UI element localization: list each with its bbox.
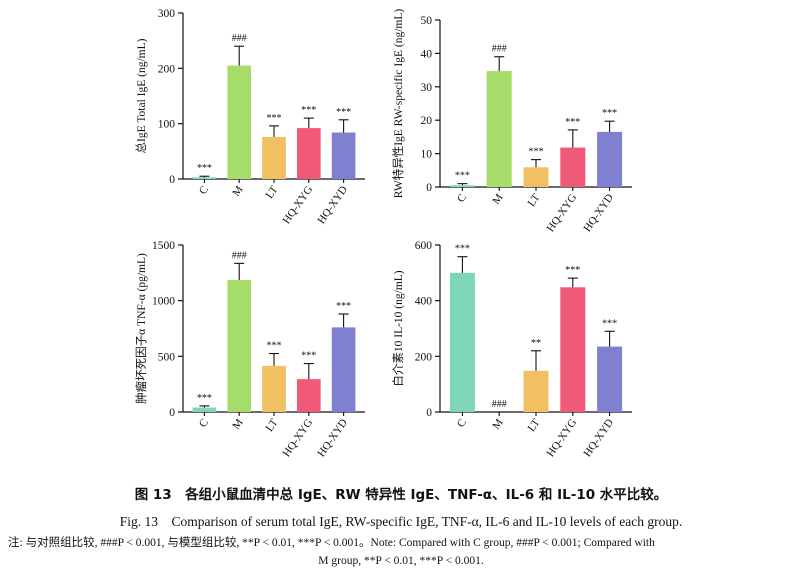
significance-label: ### xyxy=(492,399,507,410)
x-category-label: HQ-XYG xyxy=(281,184,316,226)
significance-label: ### xyxy=(232,33,247,44)
chart-panel-2: 0 10 20 30 40 50 RW特异性IgE RW-specific IgE (ng/… xyxy=(391,9,632,234)
significance-label: ### xyxy=(232,250,247,261)
y-tick-label: 10 xyxy=(421,149,433,161)
significance-label: ** xyxy=(531,338,541,349)
y-tick-label: 300 xyxy=(158,8,176,20)
bar-HQ-XYG xyxy=(560,147,586,187)
y-tick-label: 0 xyxy=(426,182,432,194)
x-category-label: C xyxy=(455,192,469,205)
chart-panel-4: 0 200 400 600 白介素10 IL-10 (ng/mL) *** C ### M ** L… xyxy=(391,240,632,459)
y-axis-title: RW特异性IgE RW-specific IgE (ng/mL) xyxy=(391,9,405,199)
y-axis-title: 白介素10 IL-10 (ng/mL) xyxy=(391,270,405,386)
y-tick-label: 40 xyxy=(421,48,433,60)
significance-label: *** xyxy=(529,147,544,158)
y-tick-label: 0 xyxy=(169,174,175,186)
bar-HQ-XYG xyxy=(560,287,586,412)
x-category-label: HQ-XYG xyxy=(281,417,316,459)
y-tick-label: 1000 xyxy=(152,296,175,308)
figure-caption-english: Fig. 13 Comparison of serum total IgE, R… xyxy=(119,514,683,529)
bar-HQ-XYD xyxy=(597,131,623,187)
y-tick-label: 500 xyxy=(158,351,176,363)
figure-note-line-1: 注: 与对照组比较, ###P < 0.001, 与模型组比较, **P < 0… xyxy=(8,537,655,549)
bar-M xyxy=(227,65,252,179)
y-tick-label: 600 xyxy=(415,240,433,252)
y-tick-label: 0 xyxy=(169,407,175,419)
x-category-label: LT xyxy=(525,192,542,209)
x-category-label: M xyxy=(490,192,506,207)
x-category-label: M xyxy=(230,184,246,199)
bar-C xyxy=(192,407,217,412)
chart-panel-1: 0 100 200 300 总IgE Total IgE (ng/mL) *** C ### M… xyxy=(134,8,365,226)
bar-HQ-XYD xyxy=(331,132,356,179)
y-tick-label: 200 xyxy=(158,63,176,75)
bar-C xyxy=(449,185,475,187)
y-tick-label: 20 xyxy=(421,115,433,127)
x-category-label: LT xyxy=(263,184,280,201)
significance-label: *** xyxy=(336,301,351,312)
x-category-label: M xyxy=(230,417,246,432)
bar-C xyxy=(449,272,475,412)
x-category-label: HQ-XYD xyxy=(581,417,616,459)
bar-HQ-XYG xyxy=(296,128,321,179)
x-category-label: HQ-XYG xyxy=(545,417,580,459)
significance-label: *** xyxy=(565,265,580,276)
significance-label: *** xyxy=(267,341,282,352)
x-category-label: HQ-XYD xyxy=(315,184,350,226)
bar-HQ-XYD xyxy=(597,346,623,412)
significance-label: ### xyxy=(492,44,507,55)
chart-panel-3: 0 500 1000 1500 肿瘤坏死因子α TNF-α (pg/mL) *** C ###… xyxy=(134,240,365,459)
x-category-label: M xyxy=(490,417,506,432)
bar-LT xyxy=(523,167,549,187)
x-category-label: C xyxy=(197,184,211,197)
significance-label: *** xyxy=(565,117,580,128)
bar-LT xyxy=(523,370,549,412)
y-axis-title: 肿瘤坏死因子α TNF-α (pg/mL) xyxy=(134,253,148,404)
x-category-label: C xyxy=(197,417,211,430)
bar-LT xyxy=(262,365,286,412)
y-tick-label: 100 xyxy=(158,119,176,131)
significance-label: *** xyxy=(197,163,212,174)
significance-label: *** xyxy=(602,318,617,329)
y-axis-title: 总IgE Total IgE (ng/mL) xyxy=(134,38,148,153)
figure-caption-chinese: 图 13 各组小鼠血清中总 IgE、RW 特异性 IgE、TNF-α、IL-6 … xyxy=(134,487,668,503)
significance-label: *** xyxy=(455,171,470,182)
bar-HQ-XYD xyxy=(331,327,356,412)
y-tick-label: 400 xyxy=(415,296,433,308)
x-category-label: LT xyxy=(525,417,542,434)
bar-HQ-XYG xyxy=(296,379,321,412)
significance-label: *** xyxy=(267,113,282,124)
significance-label: *** xyxy=(197,393,212,404)
significance-label: *** xyxy=(301,351,316,362)
x-category-label: HQ-XYG xyxy=(545,192,580,234)
y-tick-label: 200 xyxy=(415,351,433,363)
x-category-label: LT xyxy=(263,417,280,434)
x-category-label: HQ-XYD xyxy=(315,417,350,459)
bar-M xyxy=(486,71,512,187)
significance-label: *** xyxy=(602,108,617,119)
y-tick-label: 30 xyxy=(421,82,433,94)
significance-label: *** xyxy=(301,105,316,116)
figure-note-line-2: M group, **P < 0.01, ***P < 0.001. xyxy=(318,555,484,567)
x-category-label: C xyxy=(455,417,469,430)
y-tick-label: 1500 xyxy=(152,240,175,252)
y-tick-label: 0 xyxy=(426,407,432,419)
bar-C xyxy=(192,177,217,179)
bar-M xyxy=(227,280,252,412)
bar-LT xyxy=(262,136,286,179)
y-tick-label: 50 xyxy=(421,15,433,27)
significance-label: *** xyxy=(455,244,470,255)
x-category-label: HQ-XYD xyxy=(581,192,616,234)
significance-label: *** xyxy=(336,107,351,118)
